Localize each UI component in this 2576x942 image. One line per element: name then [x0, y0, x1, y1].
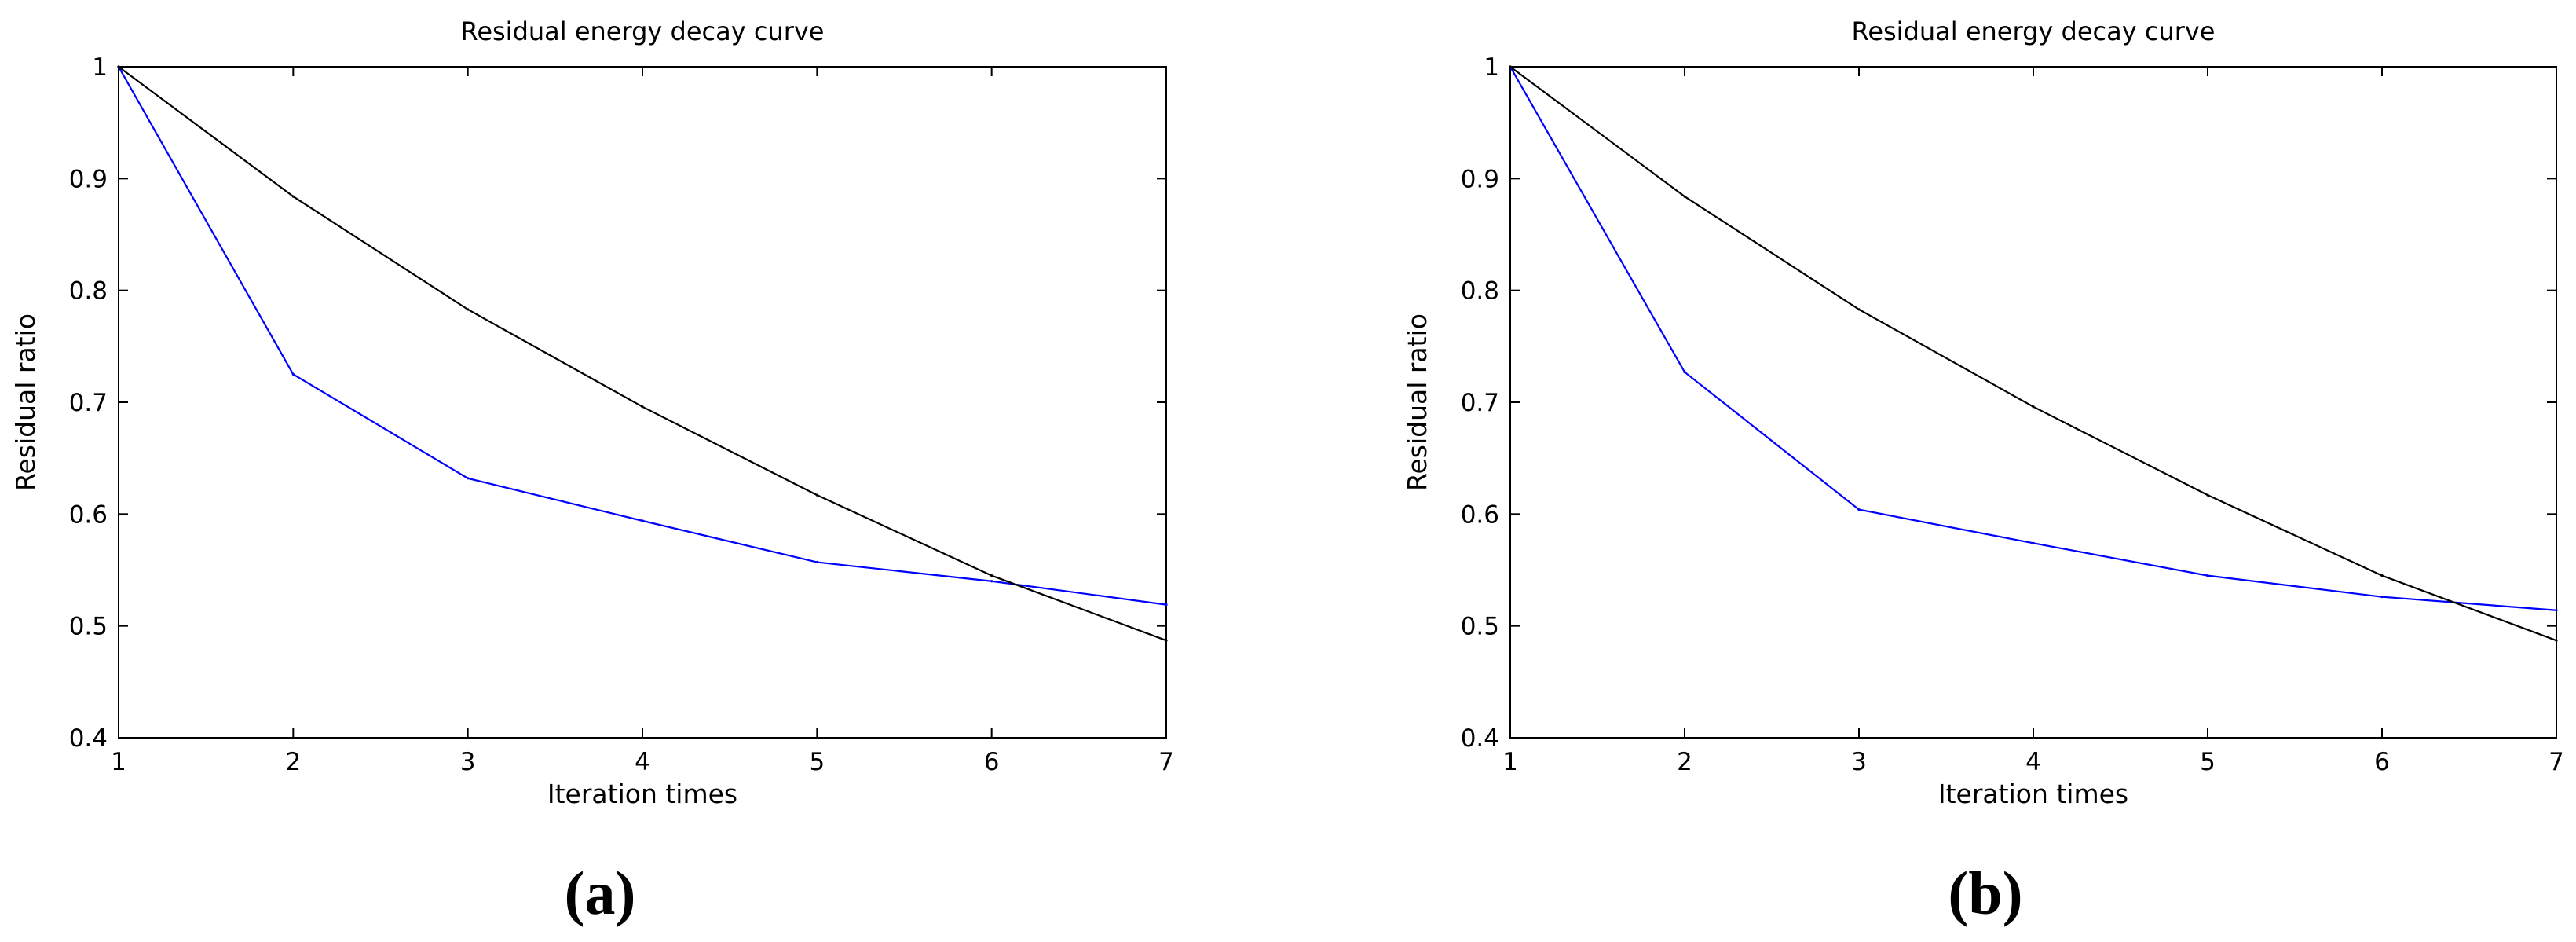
data-point [467, 308, 470, 311]
data-point [2555, 609, 2558, 612]
data-point [990, 580, 993, 583]
y-tick-label: 0.7 [69, 389, 108, 417]
data-point [815, 560, 818, 564]
chart-panel-a: 1 2 3 4 5 6 7 0.4 0.5 0.6 0.7 0.8 0.9 1 Residual energ… [10, 16, 1174, 927]
data-point [117, 65, 120, 68]
y-tick-label: 0.6 [1461, 500, 1499, 529]
data-point [990, 574, 993, 577]
x-tick-label: 5 [2200, 748, 2216, 776]
chart-title: Residual energy decay curve [1852, 16, 2216, 46]
y-tick-label: 0.5 [69, 613, 108, 641]
y-tick-label: 0.6 [69, 500, 108, 529]
y-tick-label: 1 [92, 53, 108, 82]
y-tick-label: 0.5 [1461, 613, 1499, 641]
x-axis-title: Iteration times [1938, 779, 2128, 809]
x-tick-label: 3 [460, 748, 476, 776]
y-tick-label: 0.9 [69, 165, 108, 193]
x-tick-label: 5 [809, 748, 825, 776]
data-point [815, 493, 818, 497]
x-tick-label: 6 [2374, 748, 2390, 776]
data-point [1509, 65, 1512, 68]
data-point [291, 195, 295, 198]
series-line [1509, 66, 2557, 611]
series-line [118, 66, 1167, 606]
data-point [641, 405, 644, 409]
data-point [1857, 508, 1861, 511]
data-point [2380, 574, 2384, 577]
series-line [1509, 66, 2557, 642]
y-axis-title: Residual ratio [10, 313, 41, 491]
data-point [1165, 639, 1168, 642]
x-tick-label: 7 [2549, 748, 2564, 776]
y-tick-label: 0.4 [1461, 724, 1499, 753]
chart-title: Residual energy decay curve [461, 16, 825, 46]
data-point [1165, 603, 1168, 607]
data-point [2555, 639, 2558, 642]
data-point [2206, 493, 2209, 497]
y-axis-title: Residual ratio [1402, 313, 1433, 491]
y-tick-label: 0.7 [1461, 389, 1499, 417]
y-tick-label: 0.8 [1461, 277, 1499, 306]
x-tick-label: 1 [1502, 748, 1518, 776]
data-point [2380, 596, 2384, 599]
x-axis-title: Iteration times [547, 779, 737, 809]
x-tick-label: 6 [984, 748, 1000, 776]
x-tick-label: 2 [1677, 748, 1692, 776]
y-tick-label: 0.9 [1461, 165, 1499, 193]
data-point [2032, 541, 2035, 544]
data-point [641, 519, 644, 522]
x-tick-label: 1 [111, 748, 126, 776]
data-point [1683, 195, 1686, 198]
y-tick-label: 1 [1484, 53, 1499, 82]
x-tick-label: 4 [635, 748, 650, 776]
y-tick-label: 0.4 [69, 724, 108, 753]
x-tick-label: 7 [1158, 748, 1174, 776]
data-point [467, 477, 470, 480]
chart-panel-b: 1 2 3 4 5 6 7 0.4 0.5 0.6 0.7 0.8 0.9 1 Residual energ… [1402, 16, 2564, 927]
x-tick-label: 4 [2025, 748, 2041, 776]
panel-label: (b) [1948, 859, 2022, 927]
y-tick-label: 0.8 [69, 277, 108, 306]
data-point [1857, 308, 1861, 311]
panel-label: (a) [565, 859, 636, 927]
data-point [291, 372, 295, 376]
plot-frame [118, 66, 1167, 739]
series-line [118, 66, 1167, 642]
x-tick-label: 3 [1851, 748, 1867, 776]
x-tick-label: 2 [285, 748, 301, 776]
data-point [2206, 574, 2209, 577]
data-point [2032, 405, 2035, 409]
plot-frame [1509, 66, 2557, 739]
data-point [1683, 370, 1686, 374]
